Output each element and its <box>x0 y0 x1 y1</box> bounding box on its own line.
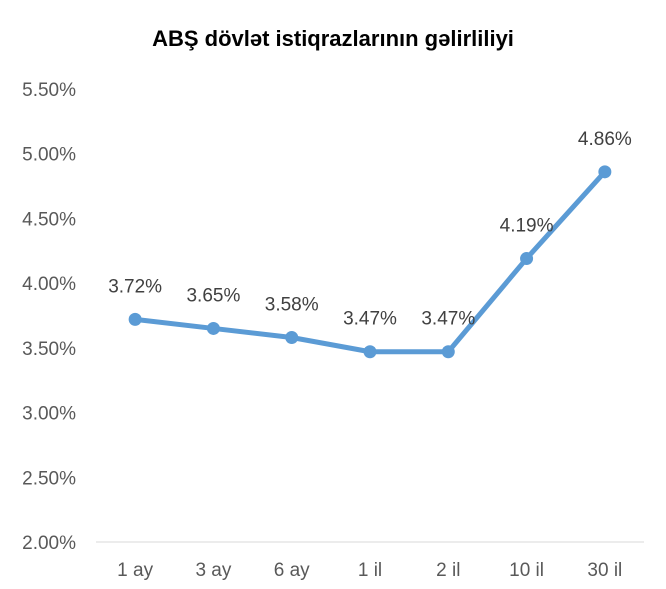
y-tick-label: 5.00% <box>22 145 76 166</box>
series-group <box>128 165 612 359</box>
data-label: 3.58% <box>265 295 319 316</box>
x-tick-label: 3 ay <box>195 560 231 581</box>
data-label: 3.47% <box>421 309 475 330</box>
x-tick-label: 10 il <box>509 560 544 581</box>
data-label: 3.65% <box>186 285 240 306</box>
data-point <box>206 321 220 335</box>
x-tick-label: 1 ay <box>117 560 153 581</box>
data-point <box>441 345 455 359</box>
y-tick-label: 4.00% <box>22 274 76 295</box>
data-point <box>128 312 142 326</box>
x-tick-label: 2 il <box>436 560 460 581</box>
data-labels: 3.72% 3.65% 3.58% 3.47% 3.47% 4.19% 4.86% <box>108 129 632 330</box>
data-point <box>598 165 612 179</box>
x-tick-label: 6 ay <box>274 560 310 581</box>
x-tick-label: 1 il <box>358 560 382 581</box>
y-tick-label: 2.50% <box>22 468 76 489</box>
y-axis: 2.00% 2.50% 3.00% 3.50% 4.00% 4.50% 5.00% 5.50% <box>22 80 76 554</box>
x-axis: 1 ay 3 ay 6 ay 1 il 2 il 10 il 30 il <box>117 560 622 581</box>
data-point <box>363 345 377 359</box>
chart-title: ABŞ dövlət istiqrazlarının gəlirliliyi <box>152 26 514 51</box>
data-label: 3.47% <box>343 309 397 330</box>
y-tick-label: 2.00% <box>22 533 76 554</box>
y-tick-label: 3.00% <box>22 404 76 425</box>
y-tick-label: 3.50% <box>22 339 76 360</box>
data-point <box>520 252 534 266</box>
data-label: 4.19% <box>500 216 554 237</box>
data-point <box>285 331 299 345</box>
x-tick-label: 30 il <box>587 560 622 581</box>
data-label: 4.86% <box>578 129 632 150</box>
data-label: 3.72% <box>108 276 162 297</box>
y-tick-label: 5.50% <box>22 80 76 101</box>
y-tick-label: 4.50% <box>22 209 76 230</box>
